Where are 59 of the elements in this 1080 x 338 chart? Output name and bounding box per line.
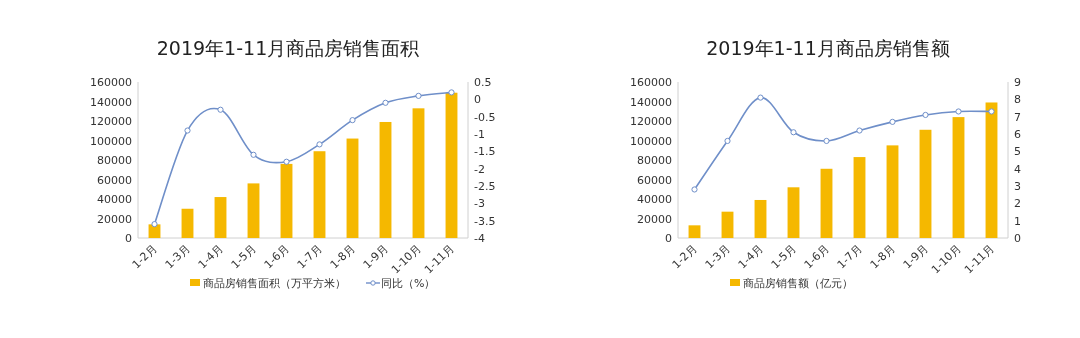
y2-tick-label: 3	[1014, 180, 1021, 193]
y-tick-label: 160000	[90, 76, 132, 89]
y2-tick-label: 7	[1014, 110, 1021, 124]
x-tick-label: 1-7月	[294, 241, 325, 272]
y2-tick-label: -2.5	[474, 180, 496, 193]
x-tick-label: 1-3月	[702, 241, 733, 272]
chart-title: 2019年1-11月商品房销售额	[706, 37, 950, 59]
y2-tick-label: -1.5	[474, 145, 496, 159]
x-tick-label: 1-5月	[768, 241, 799, 272]
y-tick-label: 100000	[90, 134, 132, 148]
chart-title: 2019年1-11月商品房销售面积	[156, 37, 420, 59]
y-tick-label: 120000	[630, 115, 672, 128]
y2-tick-label: -2	[474, 162, 485, 176]
x-tick-label: 1-5月	[228, 241, 259, 272]
x-tick-label: 1-2月	[129, 241, 160, 272]
y-tick-label: 40000	[637, 193, 672, 206]
y-tick-label: 40000	[97, 193, 132, 206]
y-tick-label: 120000	[90, 115, 132, 128]
y-tick-label: 20000	[637, 212, 672, 226]
y2-tick-label: 0	[474, 93, 481, 107]
y-tick-label: 0	[125, 232, 132, 245]
y2-tick-label: 0.5	[474, 76, 492, 89]
y-tick-label: 20000	[97, 212, 132, 226]
y-tick-label: 0	[665, 232, 672, 245]
y-tick-label: 80000	[97, 154, 132, 167]
x-tick-label: 1-2月	[669, 241, 700, 272]
y2-tick-label: 5	[1014, 145, 1021, 159]
legend-label: 商品房销售额（亿元）	[743, 277, 853, 290]
y-tick-label: 140000	[630, 95, 672, 109]
x-tick-label: 1-6月	[801, 241, 832, 272]
x-tick-label: 1-9月	[360, 241, 391, 272]
y2-tick-label: 8	[1014, 93, 1021, 107]
y2-tick-label: -1	[474, 128, 485, 141]
y-tick-label: 60000	[97, 173, 132, 187]
y-tick-label: 80000	[637, 154, 672, 167]
x-tick-label: 1-4月	[735, 241, 766, 272]
x-tick-label: 1-3月	[162, 241, 193, 272]
x-tick-label: 1-8月	[327, 241, 358, 272]
legend-label: 同比（%）	[381, 277, 436, 290]
x-tick-label: 1-7月	[834, 241, 865, 272]
y2-tick-label: -3.5	[474, 214, 496, 228]
x-tick-label: 1-9月	[900, 241, 931, 272]
y2-tick-label: 2	[1014, 197, 1021, 211]
x-tick-label: 1-6月	[261, 241, 292, 272]
legend-label: 商品房销售面积（万平方米）	[203, 277, 346, 290]
y2-tick-label: 1	[1014, 214, 1021, 228]
y2-tick-label: -0.5	[474, 110, 496, 124]
y-tick-label: 140000	[90, 95, 132, 109]
y-tick-label: 60000	[637, 173, 672, 187]
x-tick-label: 1-4月	[195, 241, 226, 272]
y2-tick-label: -4	[474, 232, 485, 245]
y2-tick-label: 6	[1014, 128, 1021, 141]
y-tick-label: 160000	[630, 76, 672, 89]
y-tick-label: 100000	[630, 134, 672, 148]
y2-tick-label: 4	[1014, 162, 1021, 176]
x-tick-label: 1-8月	[867, 241, 898, 272]
y2-tick-label: 9	[1014, 76, 1021, 89]
y2-tick-label: -3	[474, 197, 485, 211]
y2-tick-label: 0	[1014, 232, 1021, 245]
